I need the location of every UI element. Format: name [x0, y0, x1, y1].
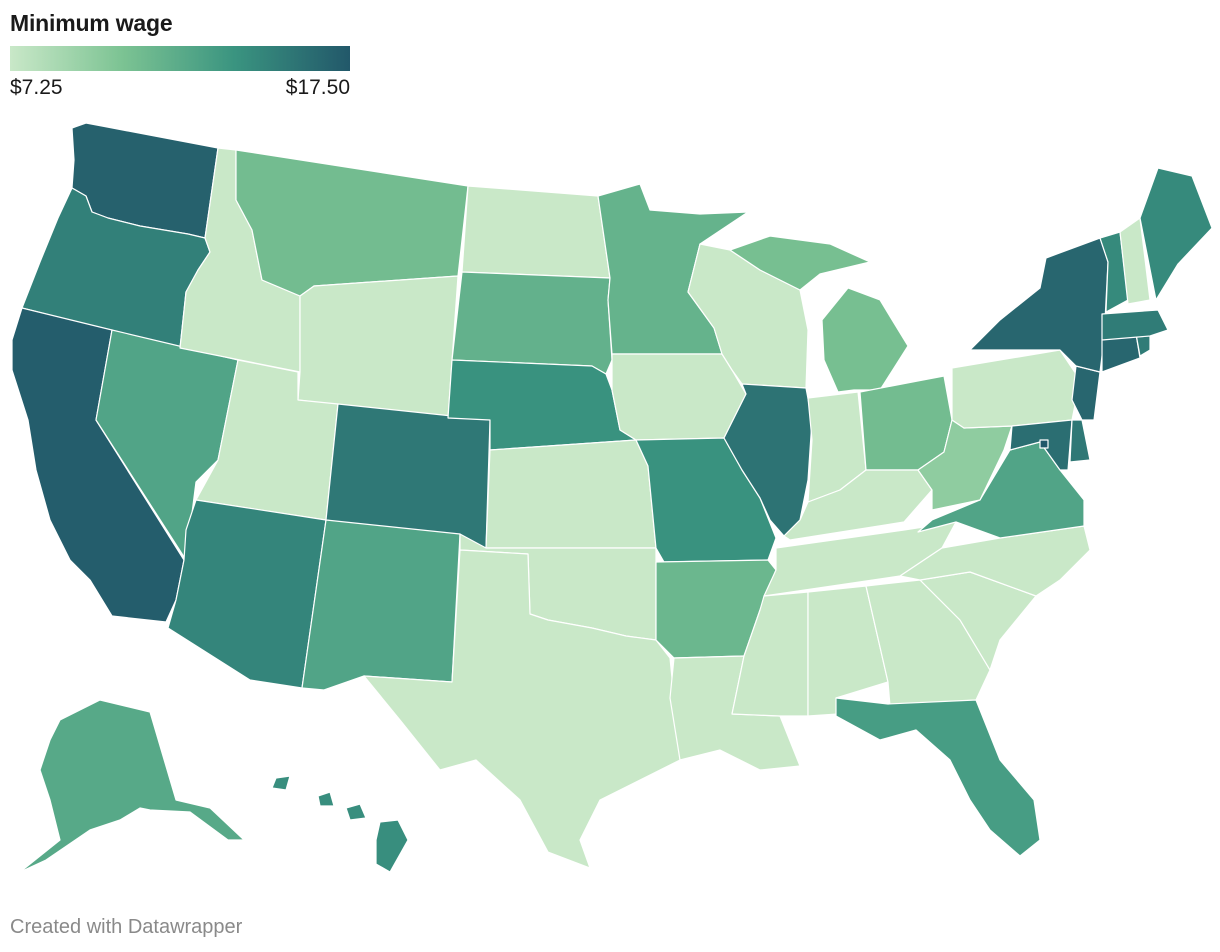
legend-gradient-bar — [10, 46, 350, 71]
state-AZ[interactable] — [167, 499, 327, 689]
legend-max-label: $17.50 — [285, 76, 350, 99]
state-KY[interactable] — [783, 469, 933, 541]
state-TX[interactable] — [363, 549, 681, 869]
legend-min-label: $7.25 — [10, 76, 63, 99]
state-NJ[interactable] — [1071, 365, 1101, 421]
state-NH[interactable] — [1119, 217, 1151, 305]
state-SD[interactable] — [451, 271, 613, 375]
state-ND[interactable] — [461, 185, 611, 279]
state-DC[interactable] — [1039, 439, 1049, 449]
state-PA[interactable] — [951, 349, 1081, 429]
state-ME[interactable] — [1139, 167, 1213, 301]
state-MT[interactable] — [235, 149, 469, 297]
state-NY[interactable] — [969, 237, 1109, 373]
state-KS[interactable] — [485, 439, 657, 549]
state-DE[interactable] — [1069, 419, 1091, 463]
state-WY[interactable] — [297, 275, 459, 419]
datawrapper-credit: Created with Datawrapper — [10, 916, 243, 938]
state-VT[interactable] — [1099, 231, 1129, 313]
state-NM[interactable] — [301, 519, 461, 691]
state-AK[interactable] — [19, 699, 245, 873]
state-IA[interactable] — [611, 353, 747, 441]
state-HI[interactable] — [271, 775, 409, 873]
map-title: Minimum wage — [10, 10, 173, 36]
state-NC[interactable] — [899, 525, 1091, 597]
state-MA[interactable] — [1101, 309, 1169, 341]
state-WV[interactable] — [917, 419, 1013, 511]
state-FL[interactable] — [835, 697, 1041, 857]
